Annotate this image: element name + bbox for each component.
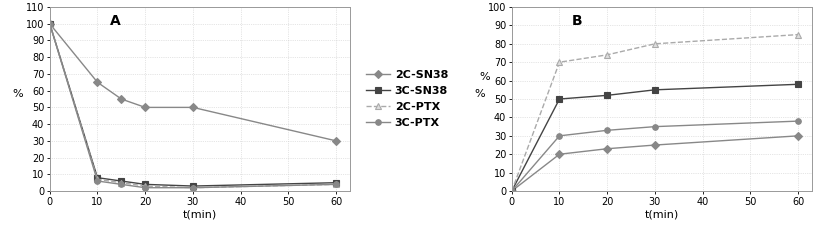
3C-SN38: [601, 94, 611, 97]
2C-PTX: [554, 61, 564, 64]
3C-SN38: [792, 83, 802, 86]
2C-SN38: [792, 134, 802, 137]
2C-PTX: [792, 33, 802, 36]
Line: 2C-PTX: 2C-PTX: [508, 32, 800, 194]
Line: 2C-SN38: 2C-SN38: [47, 21, 339, 144]
3C-SN38: [506, 190, 516, 192]
Y-axis label: %: %: [12, 89, 22, 99]
2C-SN38: [330, 140, 340, 142]
Line: 2C-SN38: 2C-SN38: [508, 133, 800, 194]
2C-PTX: [93, 178, 103, 181]
2C-PTX: [330, 183, 340, 186]
3C-SN38: [116, 180, 126, 182]
3C-PTX: [506, 190, 516, 192]
3C-PTX: [140, 186, 150, 189]
2C-SN38: [601, 147, 611, 150]
2C-SN38: [140, 106, 150, 109]
2C-PTX: [140, 185, 150, 187]
3C-PTX: [554, 134, 564, 137]
2C-SN38: [116, 98, 126, 100]
2C-PTX: [506, 190, 516, 192]
Line: 2C-PTX: 2C-PTX: [47, 21, 339, 191]
2C-SN38: [188, 106, 198, 109]
2C-SN38: [506, 190, 516, 192]
3C-PTX: [116, 183, 126, 186]
3C-SN38: [45, 22, 55, 25]
Text: A: A: [110, 14, 121, 28]
Y-axis label: %: %: [474, 89, 484, 99]
2C-PTX: [601, 53, 611, 56]
3C-PTX: [93, 180, 103, 182]
Line: 3C-PTX: 3C-PTX: [47, 21, 339, 191]
3C-SN38: [330, 181, 340, 184]
3C-PTX: [45, 22, 55, 25]
3C-SN38: [554, 98, 564, 100]
3C-PTX: [330, 183, 340, 186]
3C-PTX: [601, 129, 611, 132]
Line: 3C-PTX: 3C-PTX: [508, 118, 800, 194]
Line: 3C-SN38: 3C-SN38: [508, 82, 800, 194]
2C-PTX: [116, 181, 126, 184]
2C-SN38: [93, 81, 103, 84]
Line: 3C-SN38: 3C-SN38: [47, 21, 339, 189]
Text: %: %: [479, 72, 489, 82]
3C-SN38: [188, 185, 198, 187]
3C-SN38: [93, 176, 103, 179]
3C-SN38: [649, 89, 659, 91]
3C-PTX: [649, 125, 659, 128]
Legend: 2C-SN38, 3C-SN38, 2C-PTX, 3C-PTX: 2C-SN38, 3C-SN38, 2C-PTX, 3C-PTX: [361, 65, 452, 133]
3C-PTX: [188, 186, 198, 189]
2C-SN38: [649, 144, 659, 147]
3C-SN38: [140, 183, 150, 186]
2C-PTX: [45, 22, 55, 25]
Text: B: B: [571, 14, 582, 28]
2C-SN38: [45, 22, 55, 25]
3C-PTX: [792, 120, 802, 123]
2C-SN38: [554, 153, 564, 156]
X-axis label: t(min): t(min): [644, 209, 678, 219]
2C-PTX: [188, 186, 198, 189]
2C-PTX: [649, 42, 659, 45]
X-axis label: t(min): t(min): [183, 209, 217, 219]
